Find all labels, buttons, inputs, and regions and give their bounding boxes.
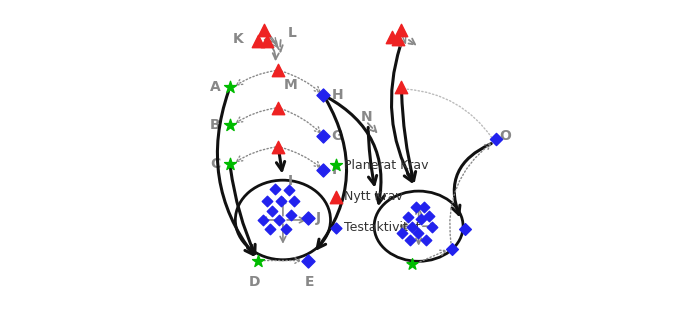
Point xyxy=(447,246,458,251)
Point xyxy=(330,163,342,168)
FancyArrowPatch shape xyxy=(409,39,415,45)
Point xyxy=(318,133,329,138)
Point xyxy=(273,217,284,222)
Text: G: G xyxy=(331,129,343,143)
Text: N: N xyxy=(361,110,372,124)
FancyArrowPatch shape xyxy=(400,37,406,43)
Point xyxy=(267,208,278,213)
Text: M: M xyxy=(284,78,298,92)
Point xyxy=(272,105,284,110)
Point xyxy=(407,262,418,267)
FancyArrowPatch shape xyxy=(368,123,377,132)
Point xyxy=(302,258,314,263)
FancyArrowPatch shape xyxy=(407,89,492,138)
FancyArrowPatch shape xyxy=(327,97,384,203)
FancyArrowPatch shape xyxy=(230,168,255,254)
FancyArrowPatch shape xyxy=(265,40,279,59)
Point xyxy=(393,37,404,41)
FancyArrowPatch shape xyxy=(268,33,277,44)
Point xyxy=(262,199,273,204)
FancyArrowPatch shape xyxy=(391,46,412,181)
Text: A: A xyxy=(210,80,220,94)
FancyArrowPatch shape xyxy=(423,223,436,229)
Text: C: C xyxy=(210,157,220,171)
FancyArrowPatch shape xyxy=(218,91,253,255)
Point xyxy=(396,27,407,32)
Point xyxy=(412,231,423,236)
Point xyxy=(318,93,329,98)
Point xyxy=(270,186,281,191)
FancyArrowPatch shape xyxy=(401,223,414,229)
Point xyxy=(253,258,264,263)
Point xyxy=(253,38,264,43)
FancyArrowPatch shape xyxy=(416,230,421,244)
Point xyxy=(420,237,431,242)
Text: F: F xyxy=(331,163,341,177)
Text: B: B xyxy=(210,118,220,132)
Point xyxy=(405,237,416,242)
Point xyxy=(423,213,434,218)
Text: K: K xyxy=(233,32,244,46)
FancyArrowPatch shape xyxy=(280,224,286,242)
Point xyxy=(416,217,427,222)
Point xyxy=(272,144,284,149)
Text: J: J xyxy=(316,212,321,225)
Text: L: L xyxy=(288,26,297,40)
Point xyxy=(386,35,398,40)
Point xyxy=(410,204,421,209)
FancyArrowPatch shape xyxy=(276,40,283,51)
Point xyxy=(257,217,268,222)
Point xyxy=(330,225,342,230)
Point xyxy=(419,204,430,209)
Point xyxy=(459,227,470,232)
Point xyxy=(426,225,438,230)
FancyArrowPatch shape xyxy=(287,217,305,223)
FancyArrowPatch shape xyxy=(416,208,421,222)
Point xyxy=(262,38,273,43)
FancyArrowPatch shape xyxy=(368,127,377,184)
Point xyxy=(258,27,270,32)
FancyArrowPatch shape xyxy=(452,144,491,214)
Text: D: D xyxy=(249,275,260,289)
Point xyxy=(224,122,235,127)
Text: I: I xyxy=(288,174,293,188)
FancyArrowPatch shape xyxy=(317,99,346,248)
Point xyxy=(396,85,407,90)
Point xyxy=(491,136,502,141)
FancyArrowPatch shape xyxy=(261,217,279,223)
Text: H: H xyxy=(331,88,343,102)
Point xyxy=(284,188,295,193)
Text: Nytt Krav: Nytt Krav xyxy=(344,190,402,203)
Point xyxy=(224,85,235,90)
Point xyxy=(397,231,408,236)
Point xyxy=(302,216,314,221)
Text: E: E xyxy=(304,275,314,289)
Point xyxy=(224,161,235,166)
FancyArrowPatch shape xyxy=(280,198,286,216)
Point xyxy=(275,199,286,204)
Point xyxy=(272,68,284,73)
Point xyxy=(286,213,297,218)
Point xyxy=(318,168,329,173)
FancyArrowPatch shape xyxy=(395,40,400,46)
Point xyxy=(402,214,413,219)
Point xyxy=(407,225,418,230)
FancyArrowPatch shape xyxy=(270,37,278,47)
Text: O: O xyxy=(499,129,511,143)
Text: Planerat Krav: Planerat Krav xyxy=(344,159,428,172)
FancyArrowPatch shape xyxy=(402,91,416,181)
Text: Testaktivitet: Testaktivitet xyxy=(344,221,420,234)
Point xyxy=(330,194,342,199)
Point xyxy=(265,227,276,232)
Point xyxy=(289,199,300,204)
Point xyxy=(281,227,292,232)
FancyArrowPatch shape xyxy=(276,151,285,170)
